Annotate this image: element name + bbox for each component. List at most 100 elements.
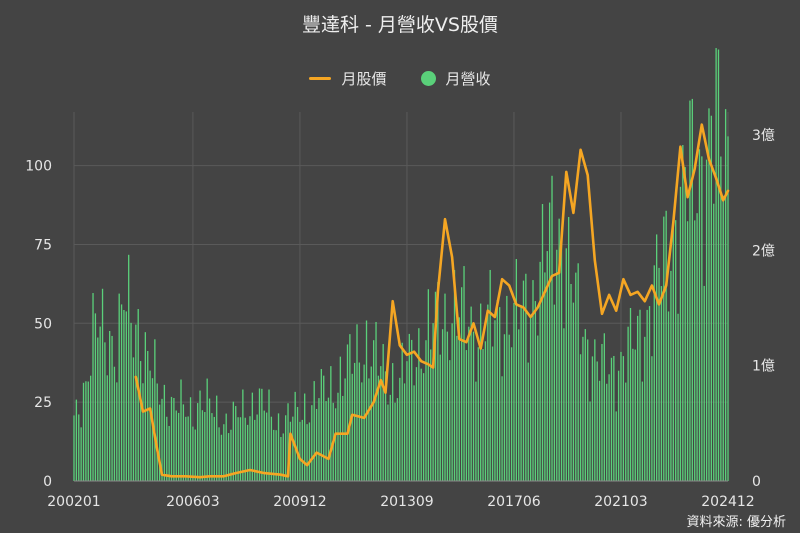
revenue-bar	[575, 272, 577, 481]
revenue-bar	[667, 311, 670, 481]
revenue-bar	[477, 347, 479, 481]
revenue-bar	[696, 213, 698, 482]
revenue-bar	[301, 419, 303, 481]
revenue-bar	[408, 333, 410, 481]
revenue-bar	[432, 323, 434, 481]
revenue-bar	[491, 346, 494, 481]
revenue-bar	[675, 220, 677, 481]
revenue-bar	[437, 281, 439, 481]
revenue-bar	[615, 411, 617, 481]
revenue-bar	[463, 266, 465, 481]
revenue-bar	[617, 370, 620, 481]
revenue-bar	[225, 413, 227, 481]
revenue-bar	[591, 356, 594, 481]
revenue-bar	[579, 354, 582, 481]
revenue-bar	[189, 397, 192, 481]
revenue-bar	[570, 284, 572, 481]
revenue-bar	[644, 336, 646, 481]
revenue-bar	[356, 324, 358, 481]
revenue-bar	[563, 328, 565, 481]
revenue-bar	[598, 380, 601, 481]
revenue-bar	[261, 388, 263, 481]
revenue-bar	[558, 218, 560, 481]
revenue-bar	[339, 356, 342, 481]
revenue-bar	[456, 335, 458, 481]
y-left-tick-label: 100	[25, 159, 52, 175]
revenue-bar	[710, 115, 713, 481]
y-left-tick-label: 75	[34, 237, 52, 253]
revenue-bar	[565, 248, 567, 481]
revenue-bar	[296, 406, 299, 481]
x-tick-label: 201309	[380, 494, 433, 510]
revenue-bar	[315, 408, 318, 481]
revenue-bar	[651, 356, 653, 481]
revenue-bar	[636, 315, 639, 481]
revenue-bar	[534, 301, 537, 481]
revenue-bar	[420, 368, 422, 481]
revenue-bar	[560, 243, 563, 481]
revenue-bar	[235, 406, 237, 481]
revenue-bar	[344, 378, 346, 481]
revenue-bar	[396, 398, 399, 481]
revenue-bar	[192, 426, 194, 481]
y-left-tick-label: 25	[34, 395, 52, 411]
revenue-bar	[237, 417, 239, 481]
revenue-bar	[230, 429, 232, 481]
revenue-bar	[553, 304, 556, 481]
revenue-bar	[506, 295, 508, 481]
revenue-bar	[577, 263, 579, 481]
revenue-bar	[311, 405, 313, 481]
revenue-bar	[641, 381, 644, 481]
revenue-bar	[111, 335, 113, 481]
revenue-bar	[149, 370, 151, 481]
revenue-bar	[89, 375, 92, 481]
revenue-bar	[265, 412, 268, 481]
revenue-bar	[144, 332, 146, 481]
x-tick-label: 201706	[487, 494, 541, 510]
revenue-bar	[92, 293, 94, 481]
revenue-bar	[684, 167, 686, 481]
revenue-bar	[208, 398, 211, 481]
y-right-tick-label: 1億	[752, 359, 775, 375]
revenue-bar	[468, 326, 470, 481]
revenue-bar	[665, 210, 667, 481]
revenue-bar	[182, 404, 185, 481]
revenue-bar	[334, 408, 337, 481]
revenue-bar	[394, 402, 396, 481]
revenue-bar	[389, 394, 391, 481]
revenue-bar	[287, 403, 289, 481]
revenue-bar	[375, 321, 377, 481]
revenue-bar	[130, 322, 132, 481]
revenue-bar	[218, 427, 220, 481]
revenue-bar	[258, 388, 261, 481]
revenue-bar	[513, 302, 515, 481]
revenue-bar	[318, 398, 320, 481]
x-tick-label: 200912	[273, 494, 326, 510]
revenue-bar	[679, 186, 682, 482]
revenue-bar	[596, 361, 598, 481]
revenue-bar	[125, 311, 127, 481]
revenue-bar	[715, 48, 717, 481]
revenue-bar	[701, 156, 703, 481]
revenue-bar	[446, 331, 449, 481]
revenue-bar	[646, 309, 648, 481]
revenue-bar	[249, 416, 251, 481]
revenue-bar	[406, 361, 408, 481]
revenue-bar	[109, 330, 111, 481]
legend-item-price[interactable]: 月股價	[309, 68, 387, 89]
revenue-bar	[663, 216, 665, 481]
revenue-bar	[206, 378, 208, 481]
revenue-bar	[373, 340, 375, 481]
revenue-bar	[123, 309, 125, 481]
revenue-bar	[363, 364, 365, 481]
revenue-bar	[118, 293, 120, 481]
revenue-bar	[594, 339, 596, 481]
legend-item-revenue[interactable]: 月營收	[420, 68, 491, 89]
revenue-bar	[470, 306, 472, 481]
revenue-bar	[180, 379, 182, 481]
revenue-bar	[713, 203, 715, 481]
price-line	[134, 123, 730, 479]
revenue-bar	[418, 328, 420, 481]
revenue-bar	[82, 382, 85, 481]
revenue-bar	[632, 348, 634, 481]
